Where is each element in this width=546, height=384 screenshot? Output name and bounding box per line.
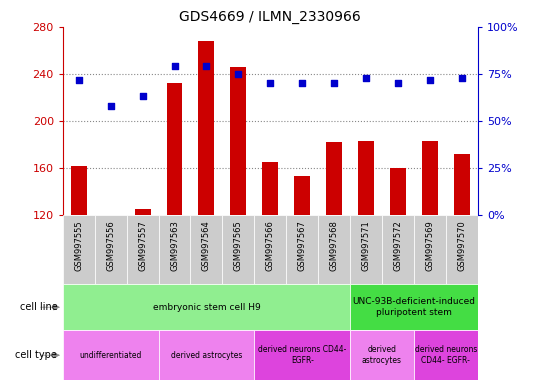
Text: GSM997563: GSM997563 bbox=[170, 220, 179, 271]
Text: derived
astrocytes: derived astrocytes bbox=[362, 346, 402, 365]
Point bbox=[234, 71, 243, 77]
Point bbox=[106, 103, 115, 109]
Bar bbox=[446, 215, 478, 284]
Bar bbox=[191, 215, 222, 284]
Text: cell type: cell type bbox=[15, 350, 57, 360]
Bar bbox=[71, 166, 87, 215]
Point bbox=[138, 93, 147, 99]
Bar bbox=[127, 215, 158, 284]
Text: GSM997557: GSM997557 bbox=[138, 220, 147, 271]
Bar bbox=[94, 215, 127, 284]
Point bbox=[361, 74, 370, 81]
Text: UNC-93B-deficient-induced
pluripotent stem: UNC-93B-deficient-induced pluripotent st… bbox=[352, 298, 476, 317]
Text: GSM997569: GSM997569 bbox=[425, 220, 435, 271]
Bar bbox=[158, 215, 191, 284]
Bar bbox=[286, 215, 318, 284]
Point bbox=[394, 80, 402, 86]
Text: GSM997572: GSM997572 bbox=[394, 220, 402, 271]
Text: cell line: cell line bbox=[20, 302, 57, 312]
Bar bbox=[262, 162, 278, 215]
Point bbox=[202, 63, 211, 70]
Point bbox=[266, 80, 275, 86]
Bar bbox=[158, 330, 254, 380]
Bar bbox=[358, 141, 374, 215]
Bar bbox=[422, 141, 438, 215]
Bar bbox=[63, 330, 158, 380]
Text: derived neurons CD44-
EGFR-: derived neurons CD44- EGFR- bbox=[258, 346, 346, 365]
Bar bbox=[222, 215, 254, 284]
Text: GSM997571: GSM997571 bbox=[361, 220, 371, 271]
Point bbox=[74, 76, 83, 83]
Point bbox=[298, 80, 306, 86]
Bar bbox=[390, 168, 406, 215]
Bar bbox=[254, 215, 286, 284]
Bar bbox=[414, 330, 478, 380]
Bar bbox=[294, 176, 310, 215]
Text: embryonic stem cell H9: embryonic stem cell H9 bbox=[152, 303, 260, 312]
Text: GSM997567: GSM997567 bbox=[298, 220, 307, 271]
Bar bbox=[326, 142, 342, 215]
Point bbox=[330, 80, 339, 86]
Text: derived neurons
CD44- EGFR-: derived neurons CD44- EGFR- bbox=[414, 346, 477, 365]
Bar bbox=[318, 215, 350, 284]
Title: GDS4669 / ILMN_2330966: GDS4669 / ILMN_2330966 bbox=[180, 10, 361, 25]
Bar bbox=[63, 215, 94, 284]
Text: GSM997566: GSM997566 bbox=[266, 220, 275, 271]
Bar bbox=[414, 215, 446, 284]
Bar bbox=[382, 215, 414, 284]
Bar bbox=[254, 330, 350, 380]
Text: GSM997570: GSM997570 bbox=[458, 220, 466, 271]
Text: GSM997564: GSM997564 bbox=[202, 220, 211, 271]
Point bbox=[458, 74, 466, 81]
Point bbox=[425, 76, 434, 83]
Bar bbox=[350, 330, 414, 380]
Point bbox=[170, 63, 179, 70]
Bar bbox=[167, 83, 182, 215]
Text: derived astrocytes: derived astrocytes bbox=[171, 351, 242, 360]
Bar bbox=[63, 284, 350, 330]
Text: GSM997555: GSM997555 bbox=[74, 220, 83, 271]
Bar bbox=[350, 284, 478, 330]
Bar bbox=[135, 209, 151, 215]
Bar bbox=[198, 41, 215, 215]
Text: GSM997565: GSM997565 bbox=[234, 220, 243, 271]
Text: GSM997568: GSM997568 bbox=[330, 220, 339, 271]
Bar bbox=[230, 67, 246, 215]
Text: GSM997556: GSM997556 bbox=[106, 220, 115, 271]
Bar bbox=[350, 215, 382, 284]
Bar bbox=[454, 154, 470, 215]
Text: undifferentiated: undifferentiated bbox=[80, 351, 142, 360]
